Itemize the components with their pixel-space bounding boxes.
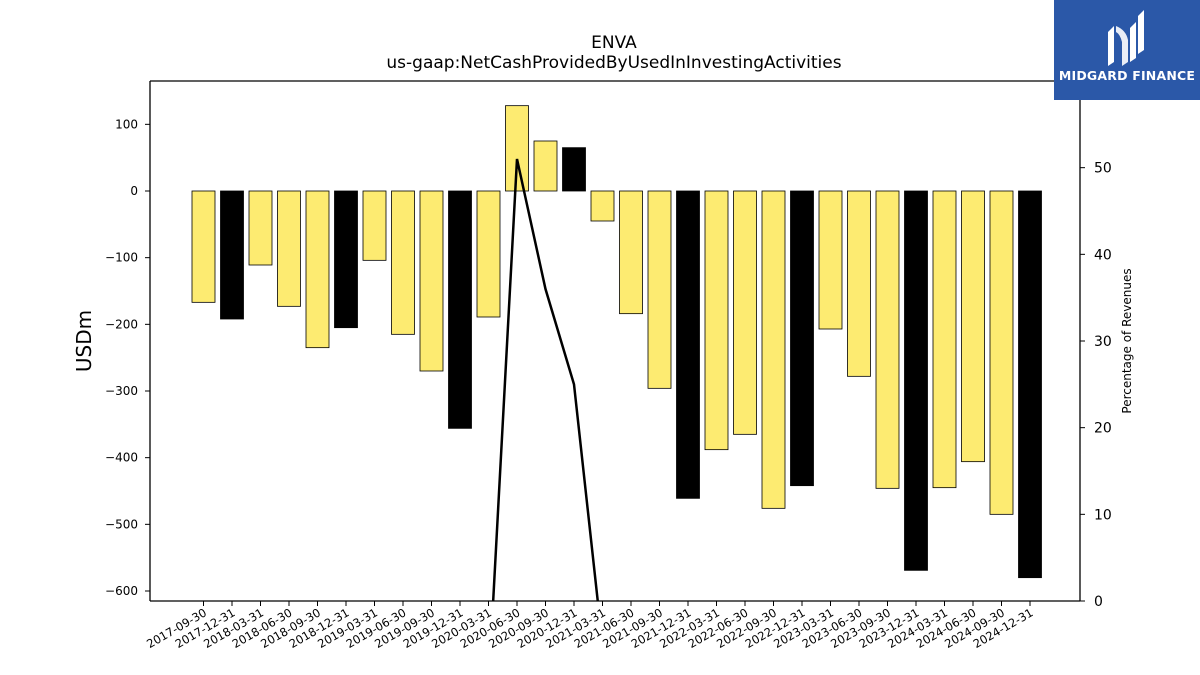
y-tick-label: −100	[105, 251, 138, 265]
bar	[704, 190, 729, 451]
bar	[476, 190, 501, 318]
bar	[904, 190, 928, 571]
bar	[932, 190, 957, 489]
chart-title: ENVA	[591, 33, 637, 53]
bar	[961, 190, 985, 463]
bar	[362, 190, 387, 261]
bar	[391, 190, 415, 335]
y-tick-label: 0	[130, 184, 138, 198]
bar	[847, 190, 871, 377]
bar	[989, 190, 1014, 515]
y-axis-label: USDm	[72, 310, 96, 372]
y2-tick-label: 20	[1094, 421, 1112, 437]
y-tick-label: −400	[105, 451, 138, 465]
percentage-line	[491, 158, 600, 601]
bar	[733, 190, 757, 435]
bar	[761, 190, 786, 509]
y2-tick-label: 10	[1094, 507, 1112, 523]
percentage-line-group	[491, 158, 600, 601]
y-tick-label: 100	[115, 117, 138, 131]
bar	[277, 190, 301, 307]
y-tick-label: −600	[105, 584, 138, 598]
axes-group: 1000−100−200−300−400−500−600010203040502…	[105, 80, 1112, 651]
bar	[619, 190, 643, 315]
bar-group	[191, 105, 1042, 579]
midgard-logo-icon	[1108, 10, 1144, 66]
bar	[875, 190, 900, 489]
bar	[647, 190, 672, 389]
bar	[220, 190, 244, 320]
bar	[505, 105, 529, 192]
bar	[419, 190, 444, 372]
bar	[790, 190, 814, 487]
y2-tick-label: 40	[1094, 247, 1112, 263]
y2-tick-label: 50	[1094, 161, 1112, 177]
bar	[448, 190, 472, 429]
bar	[248, 190, 273, 266]
y-tick-label: −500	[105, 517, 138, 531]
bar	[305, 190, 330, 349]
bar	[676, 190, 700, 499]
y-tick-label: −200	[105, 317, 138, 331]
logo-text: MIDGARD FINANCE	[1058, 68, 1196, 83]
bar	[533, 140, 558, 192]
bar	[562, 147, 586, 192]
bar	[818, 190, 843, 330]
y2-tick-label: 0	[1094, 594, 1103, 610]
bar	[191, 190, 216, 303]
bar	[590, 190, 615, 222]
bar	[1018, 190, 1042, 579]
y2-tick-label: 30	[1094, 334, 1112, 350]
midgard-logo: MIDGARD FINANCE	[1054, 0, 1200, 100]
y-tick-label: −300	[105, 384, 138, 398]
chart-subtitle: us-gaap:NetCashProvidedByUsedInInvesting…	[386, 53, 841, 73]
y2-axis-label: Percentage of Revenues	[1120, 268, 1134, 413]
bar	[334, 190, 358, 329]
